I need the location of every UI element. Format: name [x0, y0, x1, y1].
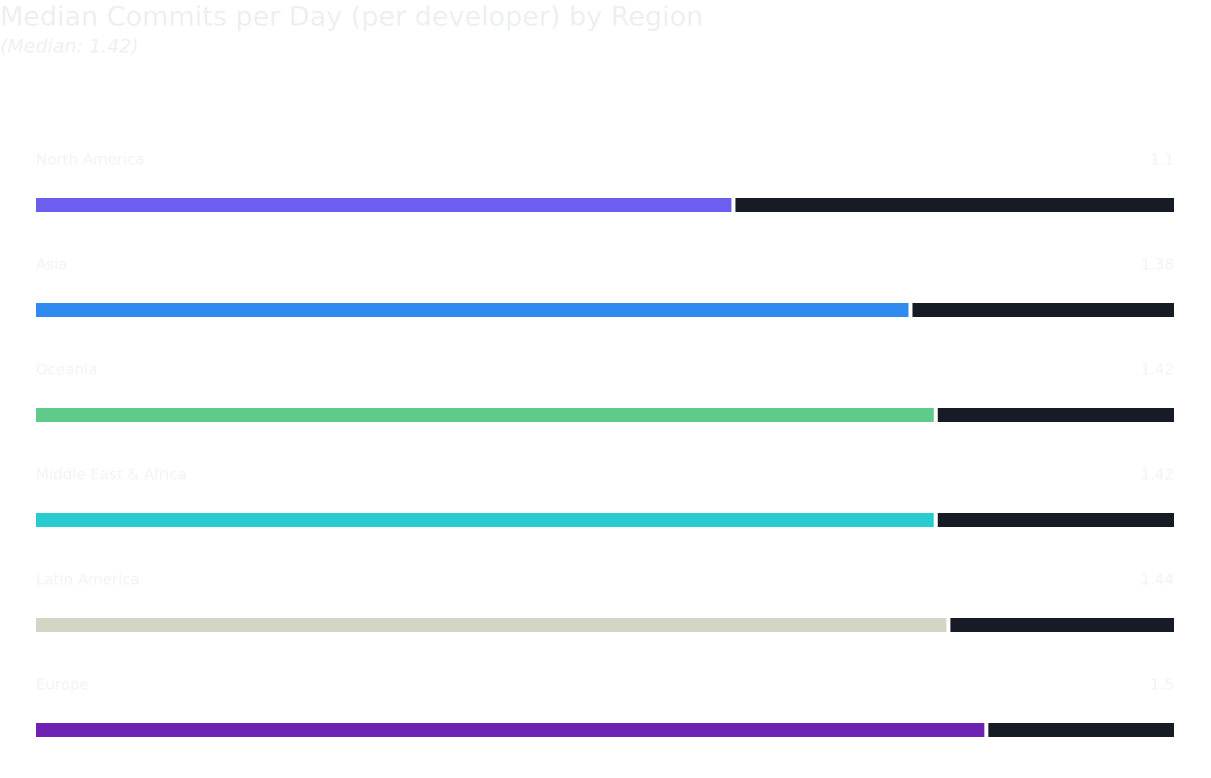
row-label: Oceania: [36, 361, 97, 379]
bar: [36, 198, 732, 212]
row-label: Europe: [36, 676, 89, 694]
row-label: North America: [36, 151, 145, 169]
bar: [36, 723, 985, 737]
row-label: Asia: [36, 256, 67, 274]
row-label: Middle East & Africa: [36, 466, 187, 484]
row-label: Latin America: [36, 571, 140, 589]
chart-title: Median Commits per Day (per developer) b…: [0, 2, 703, 33]
value-label: 1.42: [1141, 466, 1174, 484]
bar-track: [735, 198, 1174, 212]
value-label: 1.38: [1141, 256, 1174, 274]
bar: [36, 513, 934, 527]
value-label: 1.5: [1150, 676, 1174, 694]
bar-track: [950, 618, 1174, 632]
bar: [36, 408, 934, 422]
bar-track: [912, 303, 1174, 317]
value-label: 1.42: [1141, 361, 1174, 379]
value-label: 1.44: [1141, 571, 1174, 589]
bar-track: [937, 513, 1174, 527]
value-label: 1.1: [1150, 151, 1174, 169]
bar-track: [988, 723, 1174, 737]
chart-subtitle: (Median: 1.42): [0, 36, 139, 58]
bar: [36, 303, 909, 317]
bar: [36, 618, 947, 632]
bar-track: [937, 408, 1174, 422]
